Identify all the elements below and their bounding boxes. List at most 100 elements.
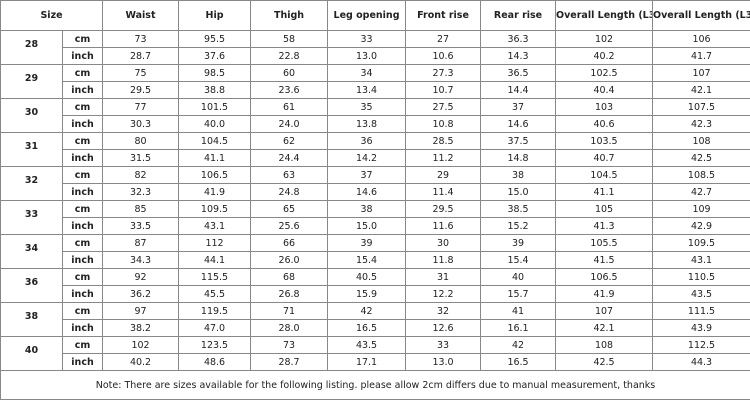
value-cell: 25.6 — [250, 217, 329, 235]
value-cell: 43.5 — [327, 336, 407, 354]
value-cell: 40.0 — [178, 115, 252, 133]
data-row: 33 cm 85 109.5 65 38 29.5 38.5 105 109 — [0, 200, 750, 235]
value-cell: 107 — [555, 302, 654, 320]
value-cell: 16.5 — [480, 353, 557, 371]
value-cell: 80 — [102, 132, 180, 150]
header-cell: Front rise — [405, 0, 482, 31]
data-row: inch 40.2 48.6 28.7 17.1 13.0 16.5 42.5 44.3 — [1, 353, 750, 371]
value-cell: 38.5 — [480, 200, 557, 218]
header-cell: Thigh — [250, 0, 329, 31]
value-cell: 102.5 — [555, 64, 654, 82]
data-row: inch 36.2 45.5 26.8 15.9 12.2 15.7 41.9 43.5 — [1, 285, 750, 303]
value-cell: 103 — [555, 98, 654, 116]
size-cell: 28 — [0, 30, 63, 65]
unit-cell: inch — [61, 353, 104, 371]
value-cell: 66 — [250, 234, 329, 252]
value-cell: 109.5 — [652, 234, 750, 252]
value-cell: 110.5 — [652, 268, 750, 286]
unit-cell: inch — [61, 285, 104, 303]
value-cell: 24.4 — [250, 149, 329, 167]
unit-cell: cm — [61, 302, 104, 320]
unit-cell: cm — [61, 234, 104, 252]
value-cell: 44.3 — [652, 353, 750, 371]
value-cell: 42.1 — [555, 319, 654, 337]
data-row: 36 cm 92 115.5 68 40.5 31 40 106.5 110.5 — [0, 268, 750, 303]
value-cell: 109 — [652, 200, 750, 218]
data-row: 40 cm 102 123.5 73 43.5 33 42 108 112.5 — [0, 336, 750, 371]
size-cell: 29 — [0, 64, 63, 99]
value-cell: 40.2 — [555, 47, 654, 65]
unit-cell: inch — [61, 149, 104, 167]
unit-cell: inch — [61, 81, 104, 99]
value-cell: 16.5 — [327, 319, 407, 337]
value-cell: 36 — [327, 132, 407, 150]
value-cell: 26.0 — [250, 251, 329, 269]
value-cell: 41.9 — [178, 183, 252, 201]
value-cell: 103.5 — [555, 132, 654, 150]
value-cell: 37.5 — [480, 132, 557, 150]
value-cell: 73 — [102, 30, 180, 48]
unit-cell: cm — [61, 166, 104, 184]
data-row: 38 cm 97 119.5 71 42 32 41 107 111.5 — [0, 302, 750, 337]
value-cell: 42.3 — [652, 115, 750, 133]
value-cell: 41 — [480, 302, 557, 320]
value-cell: 36.3 — [480, 30, 557, 48]
data-row: 29 cm 75 98.5 60 34 27.3 36.5 102.5 107 — [0, 64, 750, 99]
unit-cell: inch — [61, 251, 104, 269]
value-cell: 97 — [102, 302, 180, 320]
value-cell: 65 — [250, 200, 329, 218]
data-row: inch 30.3 40.0 24.0 13.8 10.8 14.6 40.6 42.3 — [1, 115, 750, 133]
value-cell: 101.5 — [178, 98, 252, 116]
value-cell: 30 — [405, 234, 482, 252]
value-cell: 10.6 — [405, 47, 482, 65]
value-cell: 22.8 — [250, 47, 329, 65]
data-row: inch 34.3 44.1 26.0 15.4 11.8 15.4 41.5 43.1 — [1, 251, 750, 269]
value-cell: 13.0 — [327, 47, 407, 65]
value-cell: 107.5 — [652, 98, 750, 116]
unit-cell: inch — [61, 47, 104, 65]
value-cell: 40.4 — [555, 81, 654, 99]
note-row: Note: There are sizes available for the … — [0, 370, 750, 400]
unit-cell: cm — [61, 200, 104, 218]
value-cell: 47.0 — [178, 319, 252, 337]
value-cell: 111.5 — [652, 302, 750, 320]
value-cell: 109.5 — [178, 200, 252, 218]
size-cell: 31 — [0, 132, 63, 167]
value-cell: 123.5 — [178, 336, 252, 354]
value-cell: 107 — [652, 64, 750, 82]
size-cell: 38 — [0, 302, 63, 337]
value-cell: 95.5 — [178, 30, 252, 48]
unit-cell: inch — [61, 183, 104, 201]
header-cell: Overall Length (L32) — [652, 0, 750, 31]
value-cell: 106.5 — [555, 268, 654, 286]
value-cell: 40.2 — [102, 353, 180, 371]
value-cell: 27.5 — [405, 98, 482, 116]
data-row: inch 32.3 41.9 24.8 14.6 11.4 15.0 41.1 42.7 — [1, 183, 750, 201]
value-cell: 38 — [480, 166, 557, 184]
value-cell: 13.0 — [405, 353, 482, 371]
value-cell: 115.5 — [178, 268, 252, 286]
value-cell: 29.5 — [405, 200, 482, 218]
value-cell: 43.9 — [652, 319, 750, 337]
value-cell: 108.5 — [652, 166, 750, 184]
value-cell: 34.3 — [102, 251, 180, 269]
value-cell: 104.5 — [178, 132, 252, 150]
value-cell: 32.3 — [102, 183, 180, 201]
value-cell: 30.3 — [102, 115, 180, 133]
value-cell: 42 — [327, 302, 407, 320]
unit-cell: cm — [61, 268, 104, 286]
value-cell: 33 — [405, 336, 482, 354]
value-cell: 10.8 — [405, 115, 482, 133]
value-cell: 58 — [250, 30, 329, 48]
value-cell: 12.6 — [405, 319, 482, 337]
value-cell: 35 — [327, 98, 407, 116]
value-cell: 104.5 — [555, 166, 654, 184]
value-cell: 41.7 — [652, 47, 750, 65]
value-cell: 16.1 — [480, 319, 557, 337]
value-cell: 112.5 — [652, 336, 750, 354]
value-cell: 14.4 — [480, 81, 557, 99]
value-cell: 43.5 — [652, 285, 750, 303]
size-cell: 33 — [0, 200, 63, 235]
